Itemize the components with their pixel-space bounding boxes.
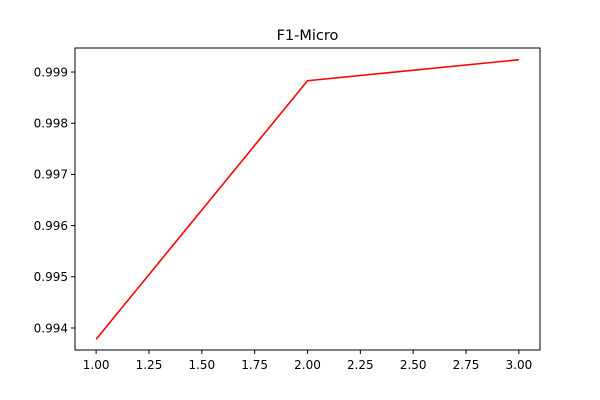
y-tick-label: 0.996 — [34, 219, 68, 233]
y-tick-label: 0.999 — [34, 65, 68, 79]
x-tick-label: 1.75 — [241, 358, 268, 372]
plot-frame — [74, 47, 541, 351]
x-tick-label: 2.50 — [400, 358, 427, 372]
y-tick-label: 0.995 — [34, 270, 68, 284]
x-tick-label: 2.00 — [294, 358, 321, 372]
series-line — [95, 58, 519, 340]
x-tick-label: 2.25 — [347, 358, 374, 372]
x-tick-label: 2.75 — [453, 358, 480, 372]
x-tick-label: 1.00 — [83, 358, 110, 372]
x-tick-label: 3.00 — [506, 358, 533, 372]
x-tick-label: 1.50 — [188, 358, 215, 372]
y-tick-label: 0.998 — [34, 117, 68, 131]
y-tick-label: 0.997 — [34, 168, 68, 182]
x-tick-label: 1.25 — [136, 358, 163, 372]
y-tick-label: 0.994 — [34, 321, 68, 335]
chart-title: F1-Micro — [277, 28, 339, 44]
